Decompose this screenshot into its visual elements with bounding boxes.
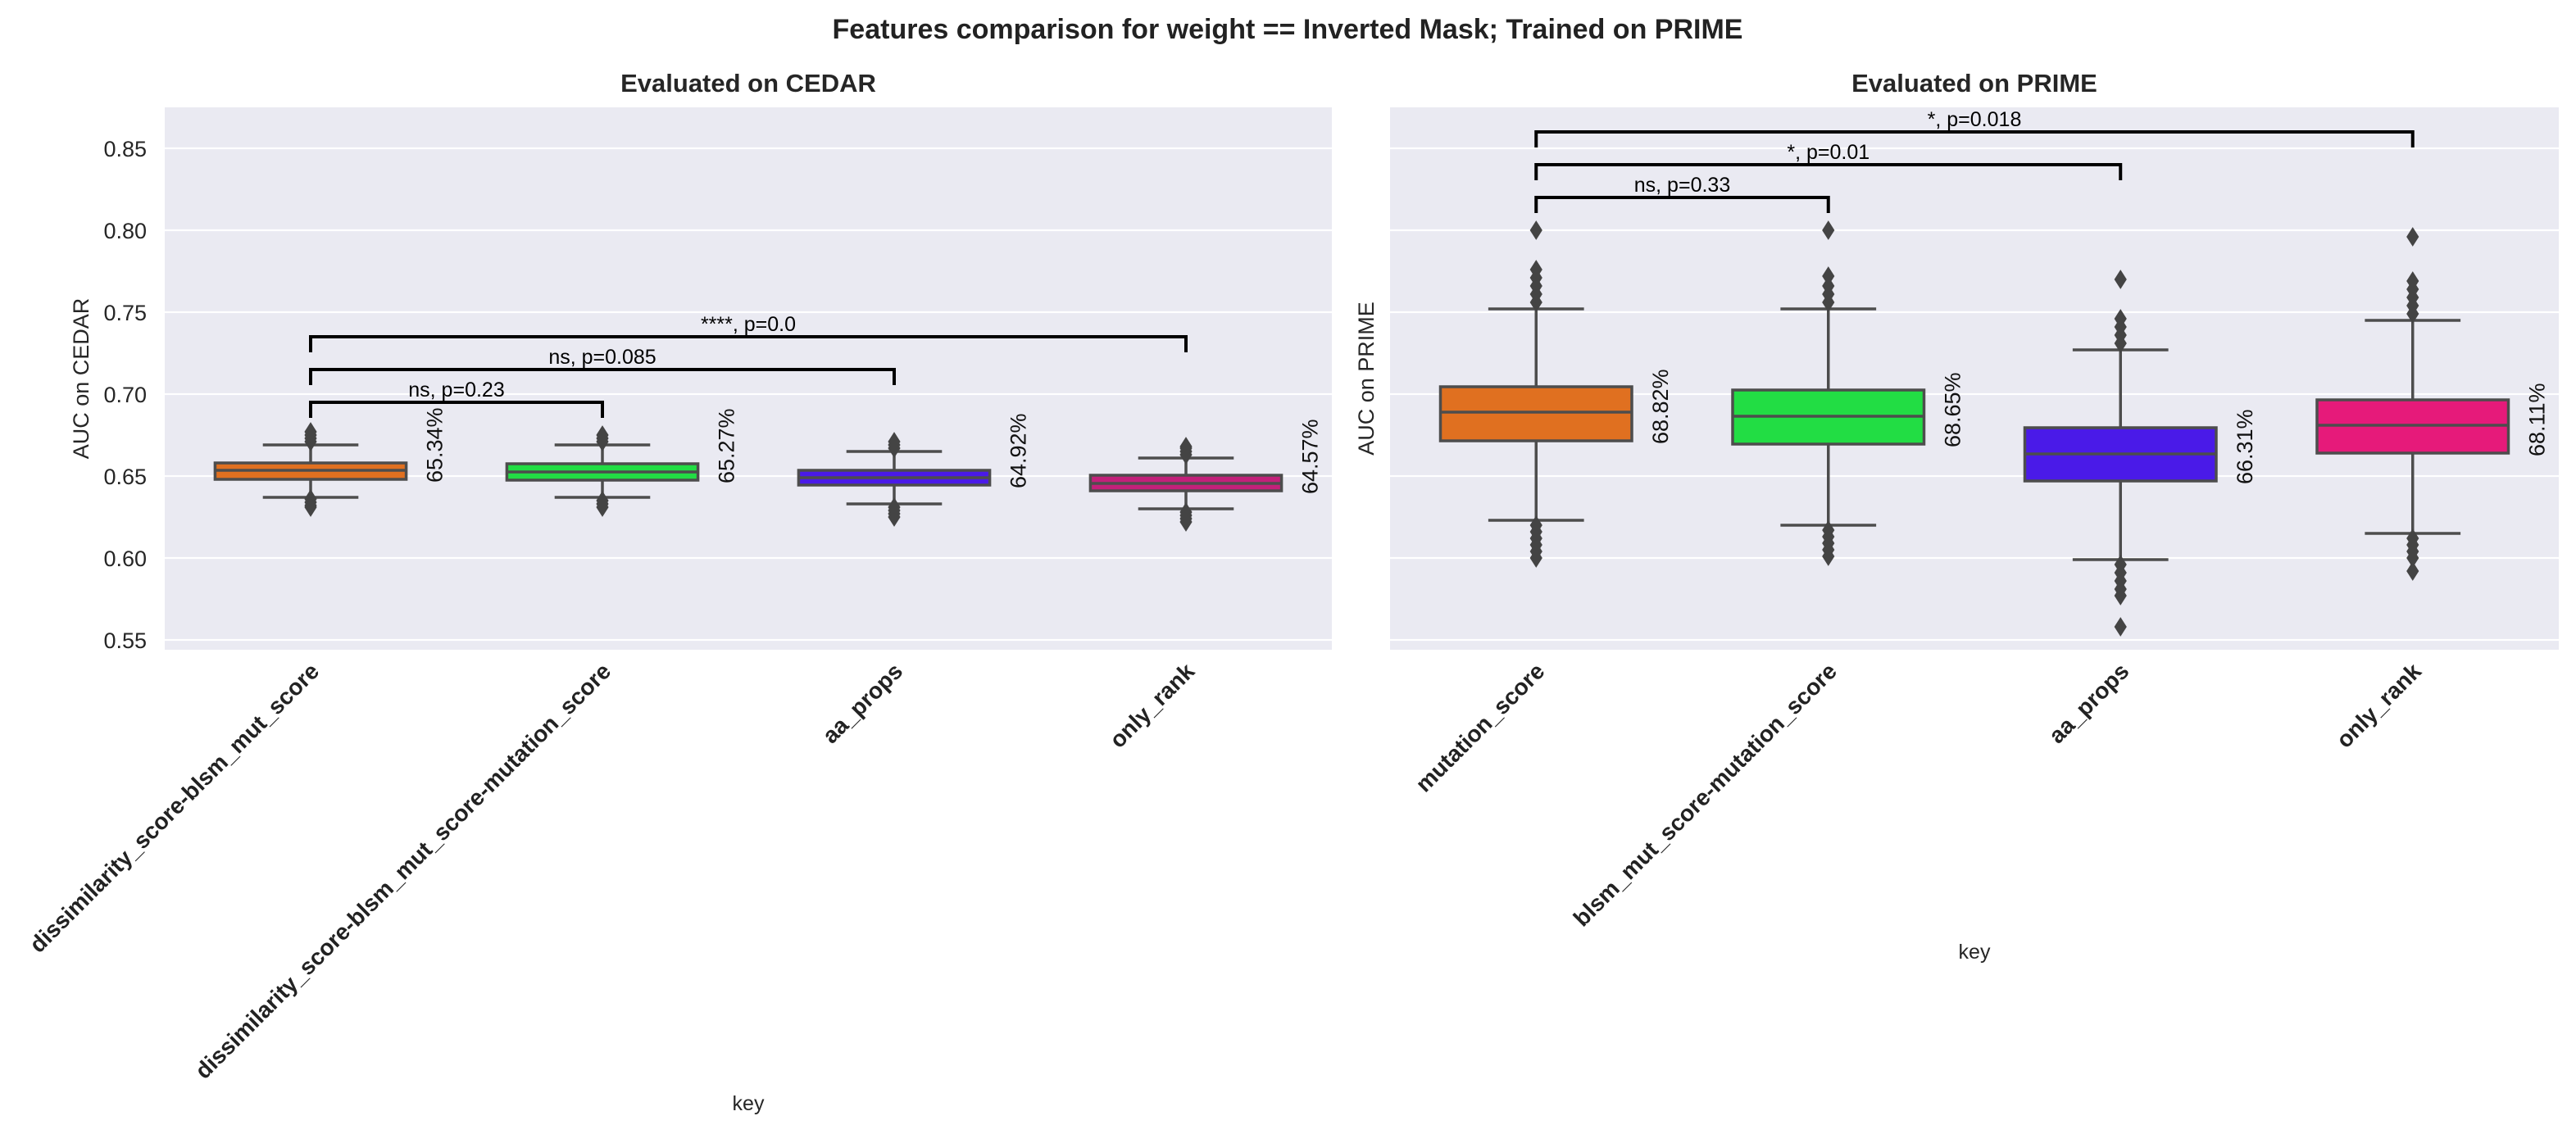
significance-label: *, p=0.018 bbox=[1928, 108, 2022, 131]
y-axis-label: AUC on CEDAR bbox=[69, 298, 93, 460]
significance-annotation: ns, p=0.33 bbox=[1534, 174, 1830, 213]
outlier-point bbox=[888, 507, 901, 527]
box-only_rank: 64.57% bbox=[1088, 419, 1323, 532]
x-tick-label: only_rank bbox=[2332, 658, 2427, 753]
significance-label: *, p=0.01 bbox=[1787, 141, 1870, 164]
box-body bbox=[1438, 385, 1633, 442]
subplot-2: Evaluated on PRIME AUC on PRIME key mutatio… bbox=[1354, 69, 2559, 964]
outlier-point bbox=[2114, 617, 2127, 637]
outlier-point bbox=[596, 425, 609, 445]
box-only_rank: 68.11% bbox=[2315, 227, 2550, 581]
value-label: 64.57% bbox=[1298, 419, 1323, 494]
significance-label: ns, p=0.085 bbox=[548, 346, 656, 369]
outlier-point bbox=[1822, 547, 1835, 566]
significance-annotation: ns, p=0.23 bbox=[309, 379, 604, 418]
value-label: 68.82% bbox=[1648, 369, 1673, 444]
outlier-point bbox=[888, 432, 901, 451]
box-aa_props: 66.31% bbox=[2023, 270, 2257, 637]
significance-bracket bbox=[309, 335, 1188, 352]
outlier-point bbox=[1179, 512, 1193, 532]
value-label: 68.11% bbox=[2525, 383, 2550, 456]
significance-bracket bbox=[1534, 163, 2123, 180]
plot-area bbox=[165, 107, 1332, 650]
y-tick-label: 0.70 bbox=[103, 383, 147, 407]
value-label: 65.27% bbox=[715, 408, 739, 483]
outlier-point bbox=[304, 497, 317, 517]
y-axis-label: AUC on PRIME bbox=[1354, 302, 1379, 456]
y-tick-label: 0.55 bbox=[103, 628, 147, 653]
subplot-1: 0.55 0.60 0.65 0.70 0.75 0.80 0.85 Evaluated on… bbox=[25, 69, 1332, 1115]
x-tick-label: only_rank bbox=[1105, 658, 1200, 753]
box-dissimilarity_score-blsm_mut_score-mutation_score: 65.27% bbox=[505, 408, 739, 517]
outlier-point bbox=[2406, 561, 2419, 581]
x-tick-label: dissimilarity_score-blsm_mut_score bbox=[25, 658, 324, 957]
outlier-point bbox=[1529, 260, 1542, 279]
outlier-point bbox=[304, 422, 317, 442]
x-tick-label: mutation_score bbox=[1411, 658, 1549, 796]
outlier-point bbox=[1822, 220, 1835, 240]
significance-annotation: ****, p=0.0 bbox=[309, 313, 1188, 352]
y-tick-label: 0.65 bbox=[103, 465, 147, 489]
significance-annotation: *, p=0.018 bbox=[1534, 108, 2415, 147]
value-label: 68.65% bbox=[1941, 372, 1965, 447]
y-tick-label: 0.85 bbox=[103, 137, 147, 161]
figure-suptitle: Features comparison for weight == Invert… bbox=[833, 14, 1743, 45]
x-tick-label: blsm_mut_score-mutation_score bbox=[1569, 658, 1842, 931]
subplot-title: Evaluated on PRIME bbox=[1851, 69, 2097, 98]
value-label: 64.92% bbox=[1006, 413, 1031, 488]
significance-label: ns, p=0.23 bbox=[408, 379, 504, 401]
box-aa_props: 64.92% bbox=[797, 413, 1031, 527]
x-axis-label: key bbox=[733, 1092, 765, 1115]
outlier-point bbox=[2114, 270, 2127, 289]
significance-label: ns, p=0.33 bbox=[1634, 174, 1730, 197]
plot-area bbox=[1390, 107, 2559, 650]
outlier-point bbox=[596, 497, 609, 517]
significance-bracket bbox=[1534, 130, 2415, 147]
outlier-point bbox=[1529, 220, 1542, 240]
x-tick-label: aa_props bbox=[2044, 658, 2134, 748]
outlier-point bbox=[2114, 586, 2127, 606]
value-label: 66.31% bbox=[2233, 409, 2257, 484]
significance-bracket bbox=[1534, 196, 1830, 213]
outlier-point bbox=[1822, 276, 1835, 296]
significance-bracket bbox=[309, 368, 896, 385]
significance-label: ****, p=0.0 bbox=[701, 313, 796, 336]
outlier-point bbox=[2114, 309, 2127, 329]
box-mutation_score: 68.82% bbox=[1438, 220, 1673, 568]
outlier-point bbox=[2406, 227, 2419, 247]
x-tick-label: aa_props bbox=[817, 658, 907, 748]
box-blsm_mut_score-mutation_score: 68.65% bbox=[1731, 220, 1965, 566]
subplot-title: Evaluated on CEDAR bbox=[620, 69, 876, 98]
significance-annotation: *, p=0.01 bbox=[1534, 141, 2123, 180]
y-tick-label: 0.60 bbox=[103, 547, 147, 571]
box-dissimilarity_score-blsm_mut_score: 65.34% bbox=[213, 407, 448, 517]
significance-annotation: ns, p=0.085 bbox=[309, 346, 896, 385]
outlier-point bbox=[1179, 437, 1193, 456]
x-axis-label: key bbox=[1959, 941, 1991, 964]
outlier-point bbox=[1529, 548, 1542, 568]
value-label: 65.34% bbox=[423, 407, 448, 483]
outlier-point bbox=[1822, 266, 1835, 286]
y-tick-label: 0.75 bbox=[103, 301, 147, 325]
y-tick-label: 0.80 bbox=[103, 219, 147, 243]
significance-bracket bbox=[309, 401, 604, 418]
outlier-point bbox=[2406, 271, 2419, 291]
